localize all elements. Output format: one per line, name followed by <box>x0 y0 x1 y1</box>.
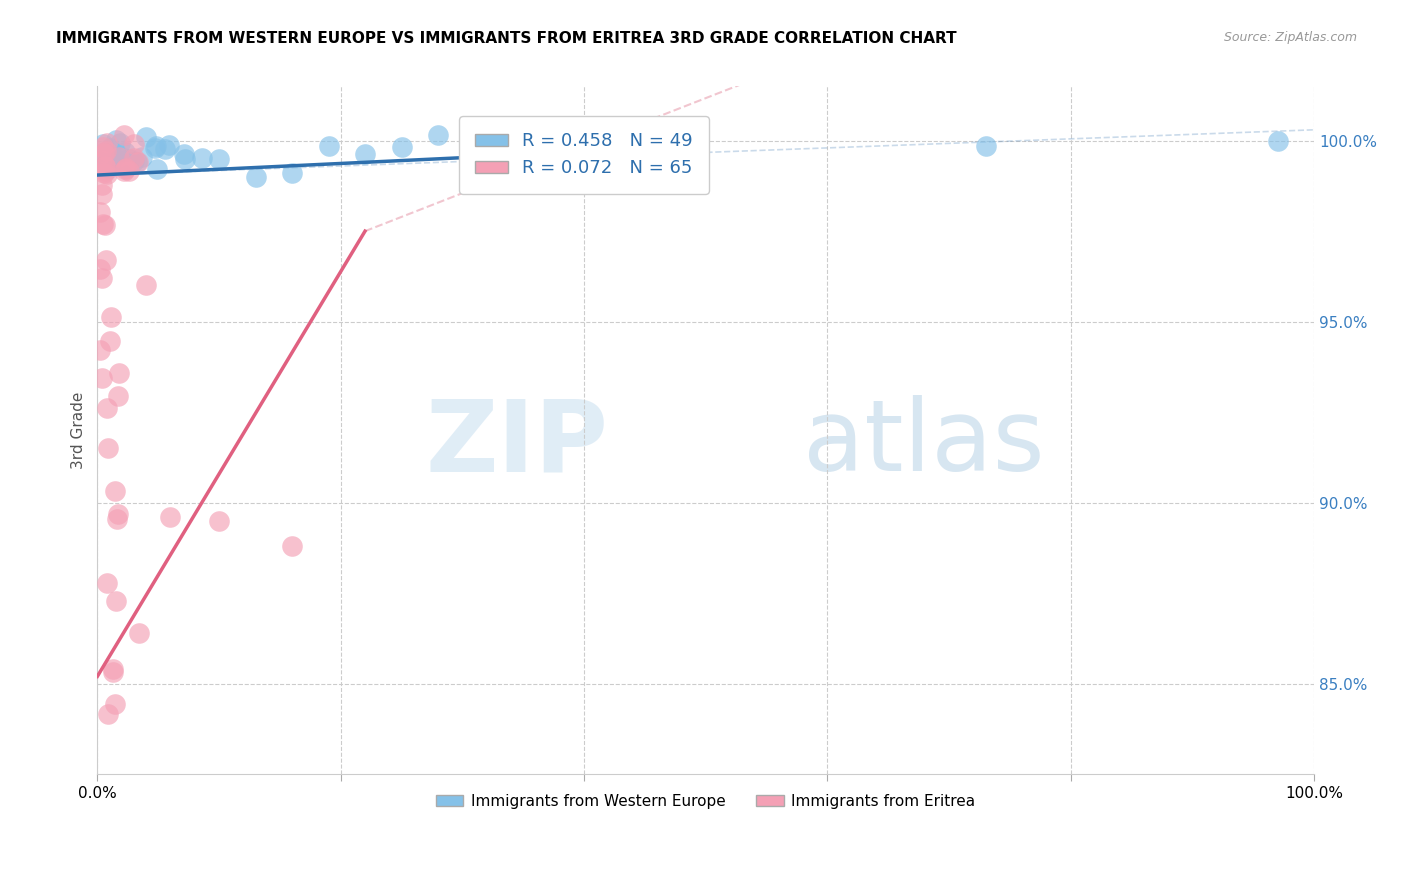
Point <box>135 278 157 293</box>
Point <box>111 156 134 170</box>
Point <box>89 204 111 219</box>
Point <box>91 217 114 231</box>
Point <box>391 139 413 153</box>
Point <box>117 152 139 166</box>
Point <box>107 389 129 403</box>
Point <box>122 136 145 151</box>
Point <box>427 128 450 143</box>
Point <box>536 156 558 170</box>
Point <box>91 140 114 154</box>
Point <box>145 138 167 153</box>
Point <box>112 128 135 142</box>
Point <box>671 128 693 142</box>
Point <box>208 514 231 528</box>
Point <box>100 310 122 324</box>
Point <box>499 168 522 182</box>
Point <box>135 130 157 145</box>
Point <box>281 539 304 553</box>
Point <box>90 153 112 168</box>
Point <box>131 150 153 164</box>
Point <box>118 163 141 178</box>
Point <box>157 137 180 152</box>
Point <box>1267 134 1289 148</box>
Point <box>105 512 128 526</box>
Point <box>108 149 131 163</box>
Point <box>281 166 304 180</box>
Point <box>107 158 129 172</box>
Point <box>98 141 121 155</box>
Point <box>159 510 181 524</box>
Point <box>89 262 111 277</box>
Point <box>91 178 114 192</box>
Point <box>114 162 136 177</box>
Point <box>94 252 117 267</box>
Point <box>100 148 122 162</box>
Text: IMMIGRANTS FROM WESTERN EUROPE VS IMMIGRANTS FROM ERITREA 3RD GRADE CORRELATION : IMMIGRANTS FROM WESTERN EUROPE VS IMMIGR… <box>56 31 957 46</box>
Legend: Immigrants from Western Europe, Immigrants from Eritrea: Immigrants from Western Europe, Immigran… <box>430 788 981 814</box>
Point <box>621 160 644 174</box>
Point <box>96 136 118 151</box>
Point <box>105 593 128 607</box>
Point <box>98 334 121 348</box>
Point <box>153 142 176 156</box>
Point <box>93 165 115 179</box>
Point <box>98 161 121 175</box>
Point <box>122 153 145 168</box>
Point <box>107 507 129 521</box>
Point <box>93 146 115 161</box>
Point <box>974 139 997 153</box>
Point <box>108 150 131 164</box>
Point <box>101 665 124 679</box>
Point <box>104 697 127 711</box>
Point <box>145 161 167 176</box>
Point <box>122 151 145 165</box>
Text: Source: ZipAtlas.com: Source: ZipAtlas.com <box>1223 31 1357 45</box>
Point <box>90 270 112 285</box>
Point <box>94 144 117 158</box>
Point <box>112 164 135 178</box>
Point <box>114 145 136 159</box>
Point <box>208 152 231 166</box>
Point <box>128 626 150 640</box>
Point <box>173 152 195 166</box>
Point <box>318 139 340 153</box>
Point <box>354 147 377 161</box>
Point <box>103 662 125 676</box>
Point <box>101 153 124 168</box>
Point <box>94 164 117 178</box>
Point <box>91 371 114 385</box>
Point <box>145 141 167 155</box>
Point <box>105 133 128 147</box>
Text: atlas: atlas <box>803 395 1045 492</box>
Point <box>127 155 149 169</box>
Point <box>94 218 117 232</box>
Y-axis label: 3rd Grade: 3rd Grade <box>72 392 86 469</box>
Point <box>96 149 118 163</box>
Point <box>191 152 214 166</box>
Point <box>108 136 131 151</box>
Point <box>572 144 595 158</box>
Point <box>94 159 117 173</box>
Point <box>104 483 127 498</box>
Point <box>97 442 120 456</box>
Point <box>96 576 118 591</box>
Point <box>115 161 138 175</box>
Point <box>94 159 117 173</box>
Point <box>125 154 148 169</box>
Point <box>173 147 195 161</box>
Point <box>91 187 114 202</box>
Point <box>91 137 114 152</box>
Text: ZIP: ZIP <box>426 395 609 492</box>
Point <box>96 401 118 415</box>
Point <box>96 153 118 168</box>
Point <box>245 169 267 184</box>
Point <box>101 150 124 164</box>
Point <box>97 706 120 721</box>
Point <box>107 367 129 381</box>
Point <box>89 343 111 357</box>
Point <box>464 140 486 154</box>
Point <box>96 167 118 181</box>
